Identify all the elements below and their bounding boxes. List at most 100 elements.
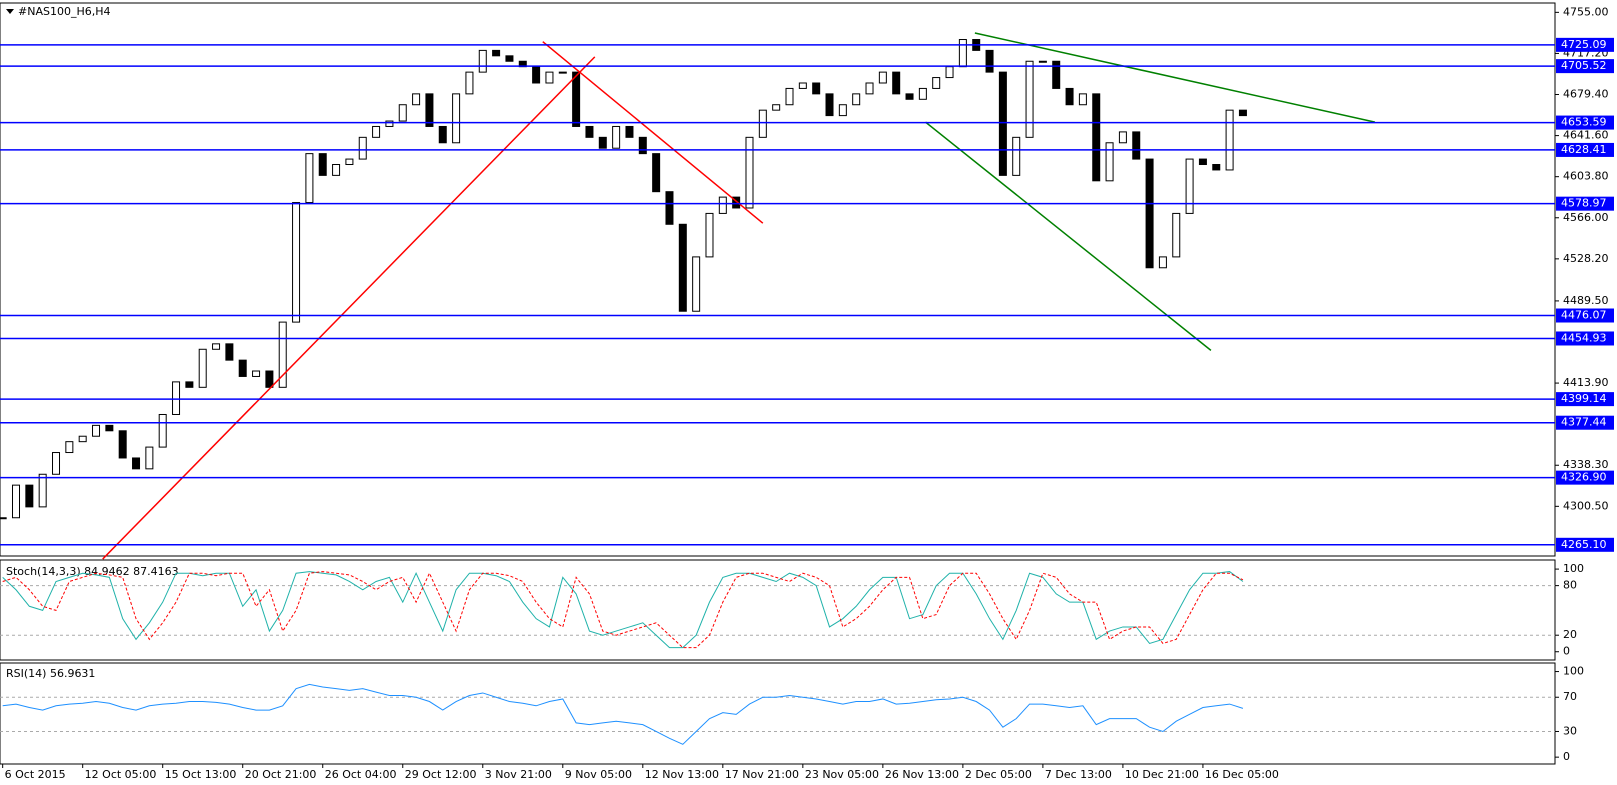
candle [212, 343, 221, 350]
trendline [974, 32, 1376, 123]
y-tick-label: 4679.40 [1563, 88, 1609, 101]
candle [345, 158, 354, 166]
candle [985, 49, 994, 73]
y-tick-label: 20 [1563, 628, 1577, 641]
y-tick-label: 0 [1563, 645, 1570, 658]
candle [492, 49, 501, 57]
menu-triangle[interactable] [6, 9, 14, 14]
candle [878, 71, 887, 84]
candle [505, 55, 514, 62]
candle [1212, 164, 1221, 171]
candle [945, 66, 954, 79]
candle [65, 441, 74, 454]
candle [692, 256, 701, 312]
candle [892, 71, 901, 95]
candle [1145, 158, 1154, 269]
candle [825, 93, 834, 117]
stoch-title: Stoch(14,3,3) 84.9462 87.4163 [6, 565, 179, 578]
candle [1185, 158, 1194, 214]
candle [185, 381, 194, 388]
candle [1225, 109, 1234, 171]
y-tick-label: 4489.50 [1563, 294, 1609, 307]
candle [652, 153, 661, 193]
level-label-box [1556, 392, 1614, 407]
x-tick-label: 17 Nov 21:00 [725, 768, 799, 781]
level-label: 4628.41 [1561, 143, 1607, 156]
level-label-box [1556, 308, 1614, 323]
x-tick-label: 10 Dec 21:00 [1125, 768, 1199, 781]
level-label: 4265.10 [1561, 538, 1607, 551]
panel-frame [0, 559, 1556, 661]
candle [12, 484, 21, 519]
candle [638, 136, 647, 155]
candle [385, 120, 394, 127]
candle [585, 125, 594, 138]
y-tick-label: 4566.00 [1563, 211, 1609, 224]
level-label-box [1556, 415, 1614, 430]
candle [305, 153, 314, 204]
candle [25, 484, 34, 508]
y-tick-label: 0 [1563, 750, 1570, 763]
candle [38, 473, 47, 508]
y-tick-label: 4338.30 [1563, 458, 1609, 471]
candle [612, 125, 621, 149]
candle [252, 370, 261, 377]
candle [958, 39, 967, 68]
y-tick-label: 4300.50 [1563, 499, 1609, 512]
y-tick-label: 30 [1563, 724, 1577, 737]
candle [1078, 93, 1087, 106]
candle [332, 164, 341, 176]
rsi-title: RSI(14) 56.9631 [6, 667, 95, 680]
candle [932, 77, 941, 89]
level-label: 4326.90 [1561, 471, 1607, 484]
candle [438, 125, 447, 144]
candle [118, 430, 127, 459]
candle [158, 413, 167, 448]
trendline [925, 121, 1212, 351]
candle [412, 93, 421, 106]
candle [465, 71, 474, 95]
level-label-box [1556, 37, 1614, 52]
candle [78, 435, 87, 443]
x-tick-label: 16 Dec 05:00 [1205, 768, 1279, 781]
candle [918, 87, 927, 100]
candle [1198, 158, 1207, 166]
candle [238, 359, 247, 377]
level-label-box [1556, 196, 1614, 211]
x-tick-label: 23 Nov 05:00 [805, 768, 879, 781]
candle [625, 125, 634, 138]
candle [292, 202, 301, 323]
level-label: 4476.07 [1561, 309, 1607, 322]
candle [1052, 60, 1061, 89]
x-tick-label: 15 Oct 13:00 [165, 768, 237, 781]
indicator-line [2, 683, 1244, 745]
candle [1132, 131, 1141, 160]
candle [145, 446, 154, 470]
panel-frame [0, 2, 1556, 557]
candle [838, 104, 847, 117]
candle [732, 196, 741, 209]
y-tick-label: 4603.80 [1563, 170, 1609, 183]
candle [1065, 87, 1074, 106]
level-label-box [1556, 142, 1614, 157]
level-label: 4705.52 [1561, 59, 1607, 72]
trendline [542, 41, 764, 224]
level-label-box [1556, 59, 1614, 74]
x-tick-label: 20 Oct 21:00 [245, 768, 317, 781]
candle [705, 212, 714, 258]
candle [1238, 109, 1247, 117]
candle [132, 457, 141, 470]
y-tick-label: 4413.90 [1563, 376, 1609, 389]
y-tick-label: 100 [1563, 665, 1584, 678]
y-tick-label: 4641.60 [1563, 129, 1609, 142]
x-tick-label: 12 Nov 13:00 [645, 768, 719, 781]
candle [92, 424, 101, 437]
candle [598, 136, 607, 149]
candle [572, 71, 581, 127]
candle [425, 93, 434, 127]
y-tick-label: 70 [1563, 690, 1577, 703]
level-label: 4578.97 [1561, 197, 1607, 210]
level-label: 4653.59 [1561, 116, 1607, 129]
panel-frame [0, 662, 1556, 765]
candle [1105, 142, 1114, 182]
